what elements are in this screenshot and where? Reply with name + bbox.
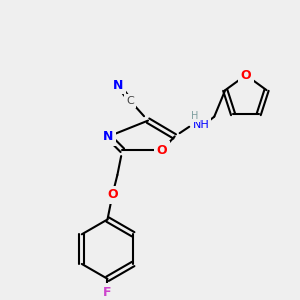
Text: F: F (103, 286, 112, 299)
Text: O: O (157, 144, 167, 157)
Text: O: O (107, 188, 118, 201)
Text: H: H (191, 111, 198, 121)
Text: C: C (126, 96, 134, 106)
Text: NH: NH (193, 120, 209, 130)
Text: N: N (113, 79, 124, 92)
Text: O: O (241, 69, 251, 82)
Text: N: N (103, 130, 114, 143)
